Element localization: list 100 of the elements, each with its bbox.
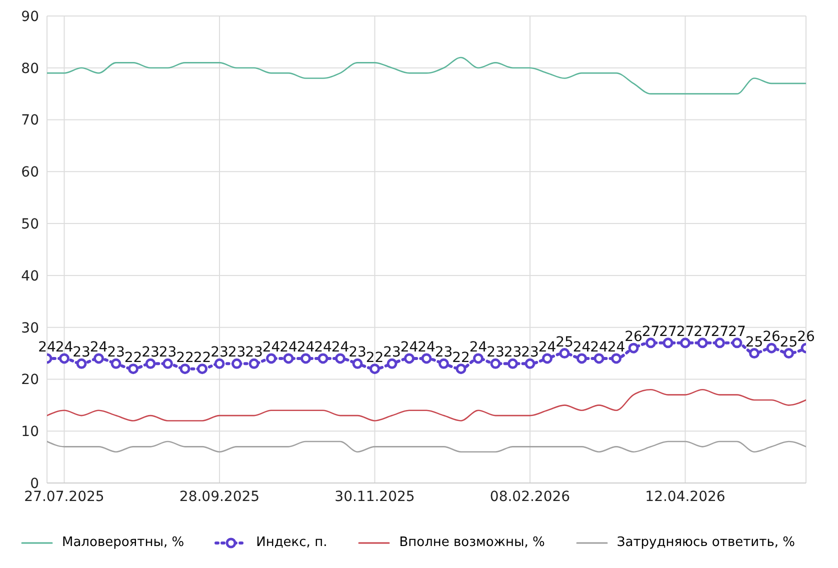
point bbox=[110, 358, 122, 369]
data-label: 23 bbox=[245, 344, 263, 361]
data-label: 27 bbox=[694, 324, 712, 340]
data-label: 24 bbox=[590, 339, 608, 356]
data-label: 25 bbox=[745, 334, 764, 350]
point bbox=[421, 353, 432, 364]
point bbox=[697, 338, 708, 348]
point bbox=[628, 342, 639, 354]
data-label: 24 bbox=[280, 339, 298, 356]
point bbox=[352, 358, 363, 369]
point bbox=[473, 353, 484, 364]
point bbox=[559, 348, 570, 359]
line-series bbox=[47, 56, 806, 94]
legend-label: Затрудняюсь ответить, % bbox=[616, 535, 795, 550]
point bbox=[180, 364, 190, 374]
data-label: 25 bbox=[556, 334, 574, 350]
x-tick-label: 12.04.2026 bbox=[645, 488, 726, 505]
data-label: 23 bbox=[434, 344, 453, 361]
point bbox=[732, 338, 742, 348]
data-label: 24 bbox=[538, 339, 556, 356]
x-tick-label: 30.11.2025 bbox=[334, 488, 415, 505]
data-label: 27 bbox=[642, 324, 660, 340]
point bbox=[508, 358, 518, 369]
data-label: 24 bbox=[331, 339, 350, 356]
point bbox=[335, 353, 346, 364]
point bbox=[438, 358, 449, 369]
data-label: 23 bbox=[521, 344, 539, 361]
point bbox=[766, 342, 777, 354]
data-label: 25 bbox=[780, 334, 798, 350]
point bbox=[646, 338, 656, 348]
data-label: 24 bbox=[607, 339, 626, 356]
data-label: 22 bbox=[452, 350, 470, 366]
point bbox=[248, 358, 260, 369]
point bbox=[490, 358, 501, 369]
y-tick-label: 30 bbox=[21, 320, 39, 336]
data-label: 26 bbox=[762, 329, 780, 346]
y-tick-label: 60 bbox=[21, 164, 39, 181]
data-label: 23 bbox=[486, 344, 504, 361]
point bbox=[232, 358, 242, 369]
data-label: 24 bbox=[38, 339, 56, 356]
point bbox=[714, 338, 725, 348]
data-label: 24 bbox=[572, 339, 591, 356]
x-tick-label: 08.02.2026 bbox=[490, 488, 570, 505]
data-label: 27 bbox=[676, 324, 694, 340]
point bbox=[784, 348, 794, 359]
point bbox=[456, 364, 466, 374]
x-tick-label: 28.09.2025 bbox=[179, 488, 260, 505]
y-tick-label: 90 bbox=[21, 8, 39, 25]
legend-label: Вполне возможны, % bbox=[399, 535, 545, 550]
point bbox=[266, 353, 276, 364]
data-label: 23 bbox=[107, 344, 125, 361]
data-label: 24 bbox=[90, 339, 108, 356]
y-tick-label: 10 bbox=[21, 424, 39, 440]
legend-label: Маловероятны, % bbox=[62, 535, 184, 550]
point bbox=[542, 353, 552, 364]
data-label: 24 bbox=[418, 339, 436, 356]
data-label: 23 bbox=[210, 344, 228, 361]
data-label: 24 bbox=[469, 339, 488, 356]
data-label: 23 bbox=[158, 344, 177, 361]
data-label: 23 bbox=[504, 344, 522, 361]
data-label: 24 bbox=[55, 339, 74, 356]
point bbox=[197, 364, 208, 374]
point bbox=[214, 358, 225, 369]
data-label: 27 bbox=[728, 324, 746, 340]
data-label: 23 bbox=[72, 344, 90, 361]
point bbox=[162, 358, 173, 369]
data-label: 22 bbox=[193, 350, 212, 366]
line-series bbox=[47, 388, 806, 422]
data-label: 23 bbox=[348, 344, 366, 361]
point bbox=[611, 353, 622, 364]
point bbox=[283, 353, 294, 364]
data-label: 27 bbox=[710, 324, 729, 340]
point bbox=[662, 338, 674, 348]
data-label: 26 bbox=[797, 329, 815, 346]
point bbox=[576, 353, 587, 364]
legend-label: Индекс, п. bbox=[256, 535, 328, 550]
data-label: 24 bbox=[296, 339, 315, 356]
data-label: 24 bbox=[400, 339, 418, 356]
y-tick-label: 20 bbox=[21, 372, 39, 388]
point bbox=[749, 348, 760, 359]
point bbox=[370, 364, 380, 374]
point bbox=[680, 338, 690, 348]
point bbox=[145, 358, 156, 369]
data-label: 24 bbox=[314, 339, 332, 356]
data-label: 23 bbox=[142, 344, 160, 361]
data-label: 24 bbox=[262, 339, 280, 356]
point bbox=[300, 353, 311, 364]
point bbox=[386, 358, 398, 369]
data-label: 27 bbox=[659, 324, 677, 340]
point bbox=[59, 353, 70, 364]
point bbox=[524, 358, 536, 369]
point bbox=[318, 353, 328, 364]
point bbox=[76, 358, 87, 369]
point bbox=[404, 353, 414, 364]
y-tick-label: 70 bbox=[21, 112, 39, 129]
data-label: 23 bbox=[383, 344, 401, 361]
data-label: 23 bbox=[228, 344, 246, 361]
point bbox=[594, 353, 604, 364]
point bbox=[94, 353, 104, 364]
data-label: 22 bbox=[124, 350, 142, 366]
